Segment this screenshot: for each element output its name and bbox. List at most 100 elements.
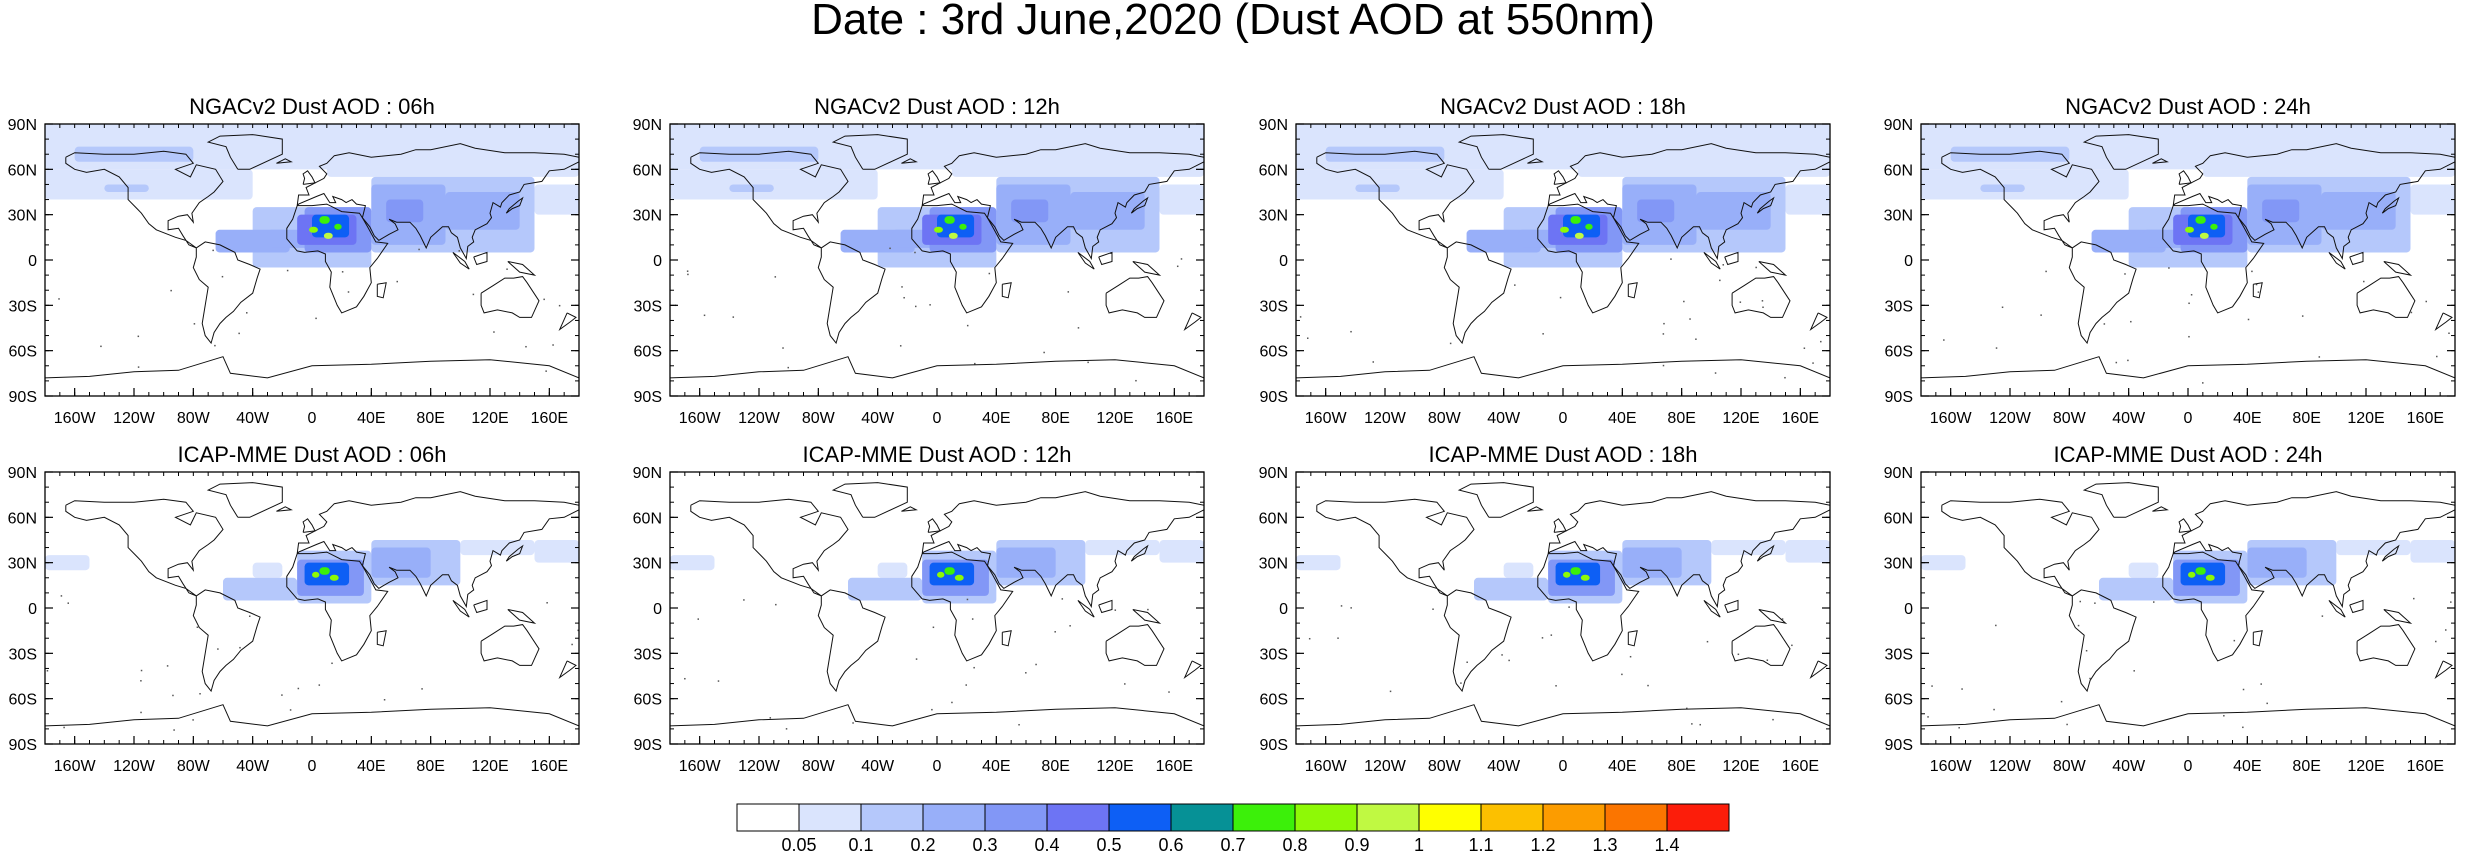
aod-region <box>334 223 342 230</box>
coastline <box>1443 241 1512 345</box>
speckle <box>2448 332 2450 335</box>
lon-tick-label: 160E <box>2407 410 2444 427</box>
panel-title: ICAP-MME Dust AOD : 24h <box>2054 442 2323 467</box>
speckle <box>238 332 240 335</box>
lat-tick-label: 90N <box>1884 465 1913 482</box>
lon-tick-label: 0 <box>2184 410 2193 427</box>
speckle <box>1350 330 1352 333</box>
speckle <box>697 618 699 620</box>
map-field <box>670 124 1204 382</box>
colorbar-label: 1.3 <box>1592 835 1617 853</box>
speckle <box>1686 707 1688 710</box>
speckle <box>46 670 49 672</box>
aod-region <box>223 577 298 601</box>
speckle <box>914 305 917 308</box>
lat-tick-label: 0 <box>653 253 662 270</box>
aod-region <box>2321 192 2396 230</box>
coastline <box>1627 282 1638 299</box>
coastline <box>2383 261 2413 276</box>
coastline <box>505 544 524 562</box>
lon-tick-label: 40E <box>357 758 385 775</box>
lat-tick-label: 30N <box>1259 208 1288 225</box>
lon-tick-label: 0 <box>308 758 317 775</box>
lon-tick-label: 40W <box>2112 758 2146 775</box>
lon-tick-label: 40E <box>357 410 385 427</box>
colorbar-swatch <box>1418 803 1482 832</box>
lon-tick-label: 80E <box>2292 410 2320 427</box>
colorbar-swatch <box>1046 803 1110 832</box>
speckle <box>2202 382 2204 384</box>
lat-tick-label: 30S <box>9 646 37 663</box>
lat-tick-label: 60S <box>1885 692 1913 709</box>
aod-region <box>944 216 955 224</box>
coastline <box>296 143 579 261</box>
coastline <box>1001 282 1012 299</box>
aod-region <box>1503 562 1534 578</box>
speckle <box>246 312 248 314</box>
aod-region <box>2188 571 2196 578</box>
colorbar-label: 0.6 <box>1158 835 1183 853</box>
speckle <box>1541 637 1544 639</box>
speckle <box>1737 653 1740 656</box>
speckle <box>137 335 140 338</box>
lon-tick-label: 40W <box>1487 410 1521 427</box>
speckle <box>1791 644 1793 647</box>
speckle <box>2301 315 2304 317</box>
speckle <box>546 602 548 604</box>
speckle <box>2115 361 2118 364</box>
lat-tick-label: 30N <box>633 208 662 225</box>
lon-tick-label: 0 <box>1559 410 1568 427</box>
lon-tick-label: 80W <box>2053 410 2087 427</box>
speckle <box>1662 333 1665 335</box>
aod-region <box>1296 555 1341 571</box>
speckle <box>1350 607 1352 609</box>
aod-region <box>2247 547 2307 578</box>
colorbar-swatch <box>860 803 924 832</box>
speckle <box>1508 659 1510 662</box>
coastline <box>2252 630 2263 647</box>
coastline <box>1296 356 1830 379</box>
coastline <box>2356 276 2416 318</box>
aod-region <box>2410 184 2455 215</box>
lat-tick-label: 60S <box>634 692 662 709</box>
coastline <box>206 482 283 518</box>
lat-tick-label: 60N <box>1884 162 1913 179</box>
lon-tick-label: 120W <box>1989 410 2032 427</box>
map-field <box>1296 124 1830 379</box>
coastline <box>2252 282 2263 299</box>
lat-tick-label: 90S <box>1260 737 1288 754</box>
coastline <box>1183 312 1202 331</box>
map-field <box>1921 482 2455 729</box>
lat-tick-label: 30N <box>8 556 37 573</box>
speckle <box>1812 362 1814 364</box>
coastline <box>1758 609 1788 624</box>
coastline <box>2068 589 2137 693</box>
speckle <box>951 701 953 704</box>
lon-tick-label: 40E <box>1608 758 1636 775</box>
lon-tick-label: 40W <box>2112 410 2146 427</box>
speckle <box>383 699 386 701</box>
speckle <box>1559 296 1562 299</box>
speckle <box>1077 327 1080 329</box>
coastline <box>921 143 1204 261</box>
aod-region <box>309 226 318 233</box>
speckle <box>1621 673 1623 676</box>
speckle <box>1647 684 1649 687</box>
lon-tick-label: 80W <box>177 410 211 427</box>
speckle <box>1706 640 1709 643</box>
lat-tick-label: 60N <box>1884 510 1913 527</box>
panel-title: NGACv2 Dust AOD : 12h <box>814 94 1060 119</box>
speckle <box>137 366 140 368</box>
lon-tick-label: 160W <box>1930 410 1973 427</box>
aod-region <box>2210 223 2218 230</box>
lon-tick-label: 80E <box>416 758 444 775</box>
aod-region <box>534 184 579 215</box>
coastline <box>2381 544 2400 562</box>
lon-tick-label: 80W <box>802 758 836 775</box>
map-panel: ICAP-MME Dust AOD : 06h 90N 60N 30N 0 30S 60S 9… <box>8 442 580 775</box>
aod-region <box>2202 146 2455 177</box>
colorbar-swatch <box>798 803 862 832</box>
aod-region <box>2410 540 2455 563</box>
coastline <box>558 312 577 331</box>
aod-region <box>951 146 1204 177</box>
